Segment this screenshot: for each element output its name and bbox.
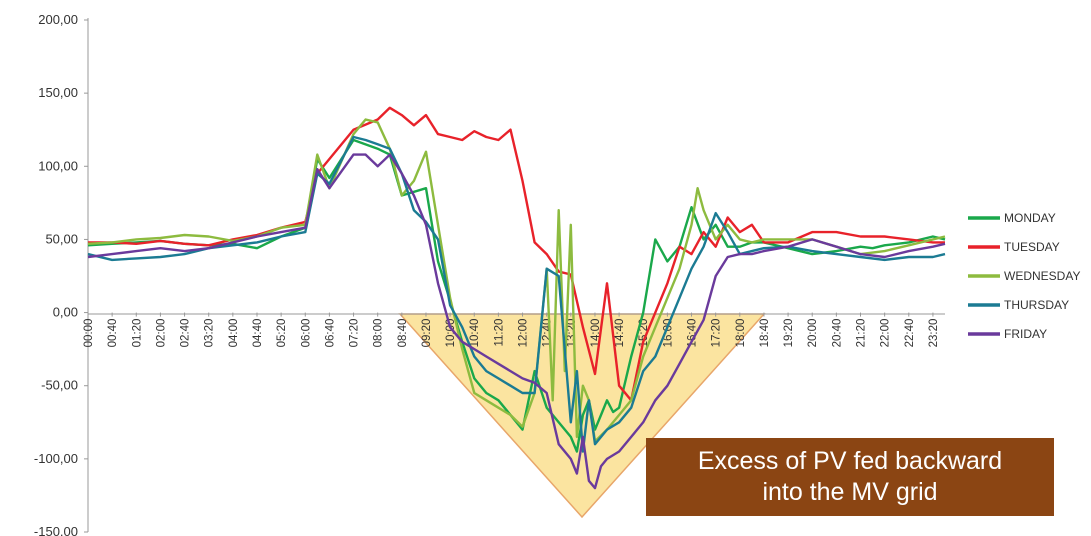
legend-label: TUESDAY <box>1004 240 1060 254</box>
x-tick-label: 20:00 <box>807 319 819 348</box>
annotation-box: Excess of PV fed backward into the MV gr… <box>646 438 1054 516</box>
x-tick-label: 17:20 <box>711 319 723 348</box>
x-tick-label: 08:00 <box>373 319 385 348</box>
x-tick-label: 09:20 <box>421 319 433 348</box>
x-tick-label: 12:00 <box>518 319 530 348</box>
x-tick-label: 12:40 <box>542 319 554 348</box>
x-tick-label: 00:00 <box>83 319 95 348</box>
x-tick-label: 22:40 <box>904 319 916 348</box>
y-tick-label: 200,00 <box>38 12 78 27</box>
x-tick-label: 23:20 <box>928 319 940 348</box>
x-tick-label: 01:20 <box>131 319 143 348</box>
annotation-text: Excess of PV fed backward into the MV gr… <box>698 446 1002 508</box>
x-tick-label: 20:40 <box>831 319 843 348</box>
y-tick-label: -100,00 <box>34 451 78 466</box>
legend-label: THURSDAY <box>1004 298 1069 312</box>
legend-label: FRIDAY <box>1004 327 1047 341</box>
y-tick-label: 50,00 <box>45 231 78 246</box>
x-tick-label: 02:00 <box>155 319 167 348</box>
x-tick-label: 10:40 <box>469 319 481 348</box>
x-tick-label: 00:40 <box>107 319 119 348</box>
x-tick-label: 18:40 <box>759 319 771 348</box>
x-tick-label: 18:00 <box>735 319 747 348</box>
y-tick-labels: 200,00 150,00 100,00 50,00 0,00 -50,00 -100,00… <box>34 12 88 536</box>
y-tick-label: -150,00 <box>34 524 78 536</box>
y-tick-label: 0,00 <box>53 305 78 320</box>
x-tick-label: 02:40 <box>180 319 192 348</box>
y-tick-label: 100,00 <box>38 158 78 173</box>
x-tick-label: 11:20 <box>493 319 505 347</box>
x-tick-label: 04:00 <box>228 319 240 348</box>
y-tick-label: -50,00 <box>41 378 78 393</box>
x-tick-label: 07:20 <box>349 319 361 348</box>
x-tick-label: 05:20 <box>276 319 288 348</box>
x-tick-label: 22:00 <box>880 319 892 348</box>
legend: MONDAY TUESDAY WEDNESDAY THURSDAY FRIDAY <box>968 211 1080 341</box>
legend-label: WEDNESDAY <box>1004 269 1080 283</box>
legend-label: MONDAY <box>1004 211 1056 225</box>
x-tick-label: 14:40 <box>614 319 626 348</box>
y-tick-label: 150,00 <box>38 85 78 100</box>
x-tick-label: 21:20 <box>856 319 868 348</box>
x-tick-label: 06:00 <box>300 319 312 348</box>
x-tick-label: 04:40 <box>252 319 264 348</box>
x-tick-label: 19:20 <box>783 319 795 348</box>
x-tick-label: 06:40 <box>324 319 336 348</box>
x-tick-label: 03:20 <box>204 319 216 348</box>
x-tick-label: 08:40 <box>397 319 409 348</box>
